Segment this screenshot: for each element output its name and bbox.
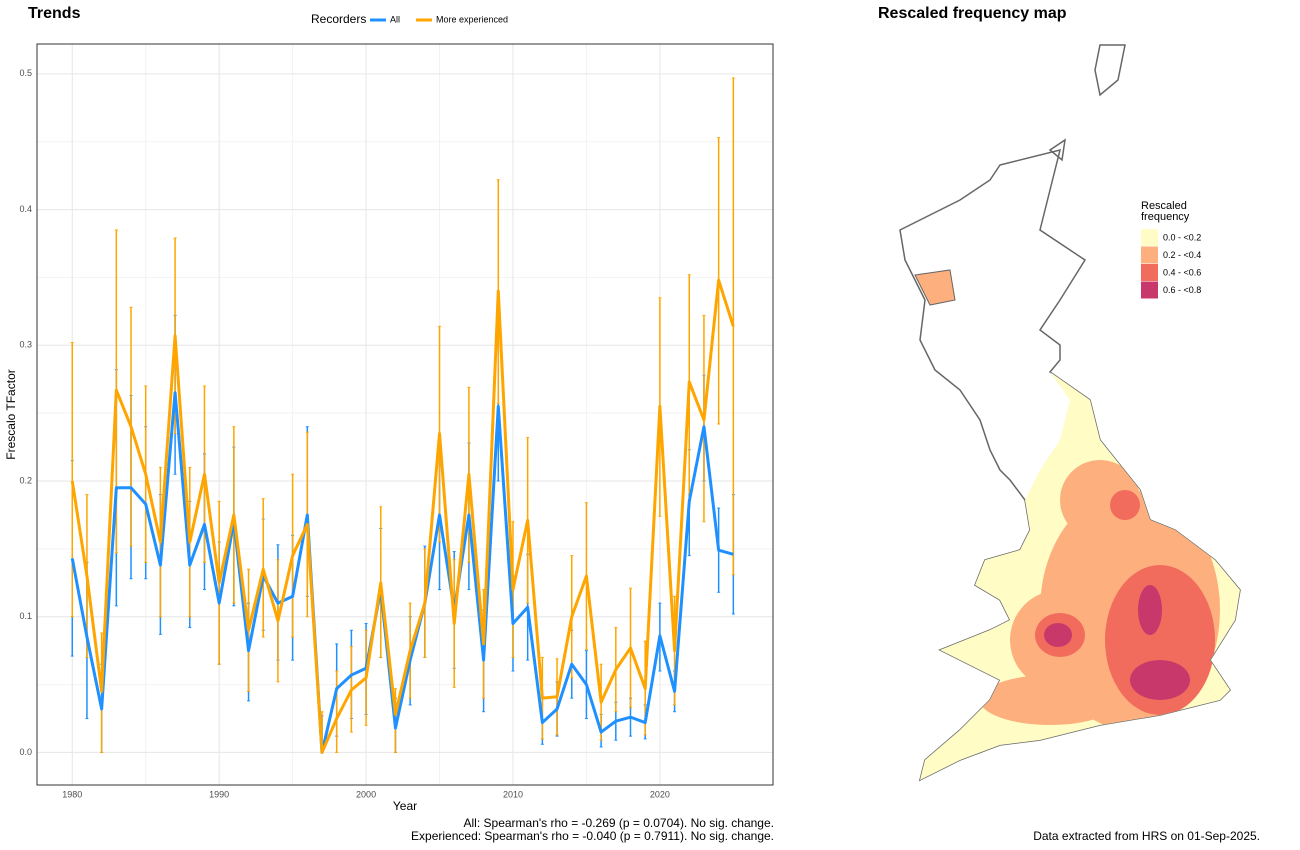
x-axis-label: Year [393,799,417,813]
legend-label: All [390,14,400,24]
y-tick-label: 0.5 [19,68,32,78]
x-tick-label: 2010 [503,789,523,799]
annotation: All: Spearman's rho = -0.269 (p = 0.0704… [463,816,774,830]
x-tick-label: 1990 [209,789,229,799]
annotations: All: Spearman's rho = -0.269 (p = 0.0704… [300,817,774,843]
x-tick-label: 2000 [356,789,376,799]
legend-title: Recorders [311,12,366,26]
legend-label: 0.2 - <0.4 [1163,250,1201,260]
x-tick-label: 1980 [62,789,82,799]
series-line [70,391,734,754]
map: 0.0 - <0.2 0.2 - <0.4 0.4 - <0.6 0.6 - <0.8 [899,44,1241,782]
y-tick-label: 0.0 [19,747,32,757]
legend-label: 0.6 - <0.8 [1163,285,1201,295]
island-skye [914,269,956,306]
map-legend: 0.0 - <0.2 0.2 - <0.4 0.4 - <0.6 0.6 - <0.8 [1141,229,1201,299]
legend: Recorders All More experienced [311,12,508,26]
y-tick-label: 0.1 [19,611,32,621]
annotation: Experienced: Spearman's rho = -0.040 (p … [411,829,774,843]
y-axis-label: Frescalo TFactor [4,369,18,459]
legend-label: 0.0 - <0.2 [1163,232,1201,242]
legend-swatch [1141,246,1158,264]
chart: 0.0 0.1 0.2 0.3 0.4 0.5 1980 1990 2000 2010 2020 Ye… [4,12,774,813]
map-legend-title: Rescaled frequency [1141,200,1190,223]
y-tick-label: 0.4 [19,204,32,214]
legend-label: More experienced [436,14,508,24]
legend-swatch [1141,281,1158,299]
y-tick-label: 0.2 [19,475,32,485]
legend-swatch [1141,264,1158,281]
islands [1048,44,1126,162]
legend-label: 0.4 - <0.6 [1163,267,1201,277]
map-note: Data extracted from HRS on 01-Sep-2025. [1033,829,1260,843]
y-tick-label: 0.3 [19,340,32,350]
map-title: Rescaled frequency map [878,5,1067,22]
plot-border [36,43,774,786]
legend-swatch [1141,229,1158,246]
x-tick-label: 2020 [650,789,670,799]
series-line [70,278,735,754]
map-shapes [899,44,1241,782]
chart-title: Trends [28,5,81,22]
